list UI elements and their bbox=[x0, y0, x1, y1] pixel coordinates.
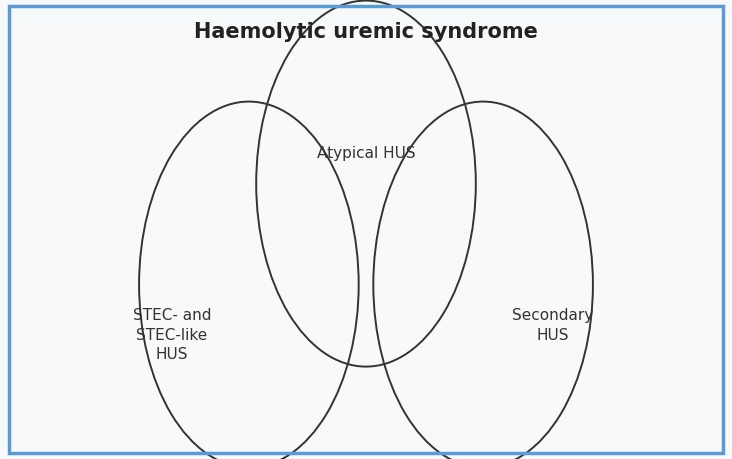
Text: STEC- and
STEC-like
HUS: STEC- and STEC-like HUS bbox=[132, 308, 212, 362]
Text: Atypical HUS: Atypical HUS bbox=[317, 146, 415, 161]
Text: Secondary
HUS: Secondary HUS bbox=[512, 308, 593, 343]
Text: Haemolytic uremic syndrome: Haemolytic uremic syndrome bbox=[194, 22, 538, 42]
